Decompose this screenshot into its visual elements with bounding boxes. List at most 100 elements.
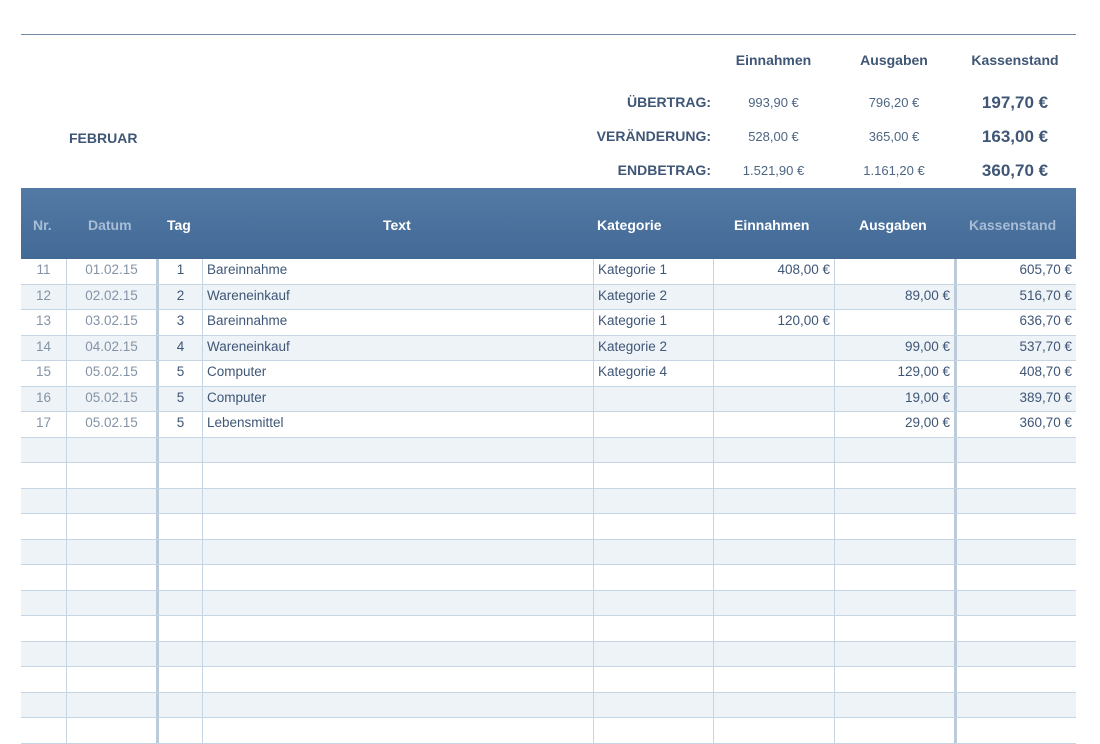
cell-einnahmen[interactable] [713,361,834,386]
cell-kassenstand[interactable]: 605,70 € [954,259,1076,284]
empty-row[interactable] [21,514,1076,540]
cell-einnahmen[interactable] [713,488,834,513]
cell-nr[interactable]: 15 [35,364,52,379]
cell-kassenstand[interactable] [954,463,1076,488]
cell-ausgaben[interactable]: 99,00 € [834,335,954,360]
cell-nr[interactable] [21,514,66,539]
cell-text[interactable] [202,692,593,717]
cell-nr[interactable] [21,565,66,590]
cell-tag[interactable] [156,539,202,564]
cell-kassenstand[interactable] [954,590,1076,615]
cell-datum[interactable]: 05.02.15 [66,361,156,386]
cell-tag[interactable] [156,463,202,488]
cell-tag[interactable] [156,667,202,692]
cell-datum[interactable]: 04.02.15 [66,335,156,360]
cell-ausgaben[interactable] [834,565,954,590]
cell-ausgaben[interactable] [834,641,954,666]
cell-ausgaben[interactable] [834,259,954,284]
table-row[interactable]: 13 03.02.15 3 Bareinnahme Kategorie 1 120,00 … [21,310,1076,336]
table-row[interactable]: 16 05.02.15 5 Computer 19,00 €389,70 € [21,386,1076,412]
cell-kategorie[interactable]: Kategorie 1 [593,259,713,284]
cell-nr[interactable]: 13 [35,313,52,328]
cell-text[interactable] [202,463,593,488]
cell-datum[interactable] [66,616,156,641]
cell-einnahmen[interactable]: 120,00 € [713,310,834,335]
cell-datum[interactable]: 02.02.15 [66,284,156,309]
empty-row[interactable] [21,667,1076,693]
cell-datum[interactable] [66,718,156,743]
cell-kassenstand[interactable] [954,718,1076,743]
cell-tag[interactable]: 3 [156,310,202,335]
cell-ausgaben[interactable] [834,310,954,335]
cell-text[interactable]: Bareinnahme [202,259,593,284]
cell-einnahmen[interactable] [713,284,834,309]
cell-datum[interactable] [66,692,156,717]
cell-text[interactable] [202,514,593,539]
cell-tag[interactable]: 5 [156,412,202,437]
cell-kassenstand[interactable]: 537,70 € [954,335,1076,360]
empty-row[interactable] [21,539,1076,565]
empty-row[interactable] [21,692,1076,718]
cell-tag[interactable] [156,514,202,539]
table-row[interactable]: 12 02.02.15 2 Wareneinkauf Kategorie 2 89,00 … [21,284,1076,310]
cell-tag[interactable] [156,641,202,666]
cell-text[interactable] [202,616,593,641]
cell-text[interactable] [202,667,593,692]
cell-ausgaben[interactable] [834,463,954,488]
cell-kategorie[interactable]: Kategorie 4 [593,361,713,386]
empty-row[interactable] [21,437,1076,463]
table-row[interactable]: 15 05.02.15 5 Computer Kategorie 4 129,00 €40… [21,361,1076,387]
cell-tag[interactable] [156,616,202,641]
cell-datum[interactable]: 05.02.15 [66,386,156,411]
cell-nr[interactable] [21,540,66,565]
cell-kategorie[interactable] [593,539,713,564]
empty-row[interactable] [21,565,1076,591]
cell-kassenstand[interactable]: 636,70 € [954,310,1076,335]
cell-datum[interactable] [66,667,156,692]
cell-einnahmen[interactable]: 408,00 € [713,259,834,284]
cell-einnahmen[interactable] [713,692,834,717]
cell-nr[interactable] [21,616,66,641]
cell-tag[interactable]: 5 [156,386,202,411]
cell-tag[interactable]: 2 [156,284,202,309]
cell-ausgaben[interactable] [834,667,954,692]
cell-einnahmen[interactable] [713,590,834,615]
cell-datum[interactable] [66,488,156,513]
cell-kassenstand[interactable] [954,514,1076,539]
cell-text[interactable]: Wareneinkauf [202,284,593,309]
cell-tag[interactable] [156,590,202,615]
cell-kategorie[interactable] [593,488,713,513]
table-row[interactable]: 14 04.02.15 4 Wareneinkauf Kategorie 2 99,00 … [21,335,1076,361]
cell-text[interactable] [202,718,593,743]
empty-row[interactable] [21,463,1076,489]
cell-ausgaben[interactable]: 89,00 € [834,284,954,309]
cell-tag[interactable] [156,437,202,462]
cell-kategorie[interactable] [593,386,713,411]
cell-text[interactable] [202,488,593,513]
empty-row[interactable] [21,590,1076,616]
cell-kategorie[interactable] [593,641,713,666]
cell-nr[interactable] [21,489,66,514]
cell-datum[interactable] [66,463,156,488]
cell-kategorie[interactable] [593,565,713,590]
cell-einnahmen[interactable] [713,514,834,539]
cell-tag[interactable]: 4 [156,335,202,360]
cell-nr[interactable]: 17 [35,415,52,430]
cell-kassenstand[interactable] [954,437,1076,462]
cell-ausgaben[interactable] [834,437,954,462]
cell-kassenstand[interactable] [954,692,1076,717]
cell-nr[interactable] [21,463,66,488]
cell-text[interactable] [202,565,593,590]
cell-ausgaben[interactable] [834,514,954,539]
cell-text[interactable] [202,641,593,666]
cell-nr[interactable] [21,693,66,718]
cell-tag[interactable] [156,488,202,513]
cell-einnahmen[interactable] [713,437,834,462]
empty-row[interactable] [21,488,1076,514]
cell-kassenstand[interactable] [954,616,1076,641]
cell-tag[interactable] [156,692,202,717]
cell-einnahmen[interactable] [713,641,834,666]
cell-kassenstand[interactable]: 360,70 € [954,412,1076,437]
cell-ausgaben[interactable]: 19,00 € [834,386,954,411]
cell-ausgaben[interactable]: 29,00 € [834,412,954,437]
